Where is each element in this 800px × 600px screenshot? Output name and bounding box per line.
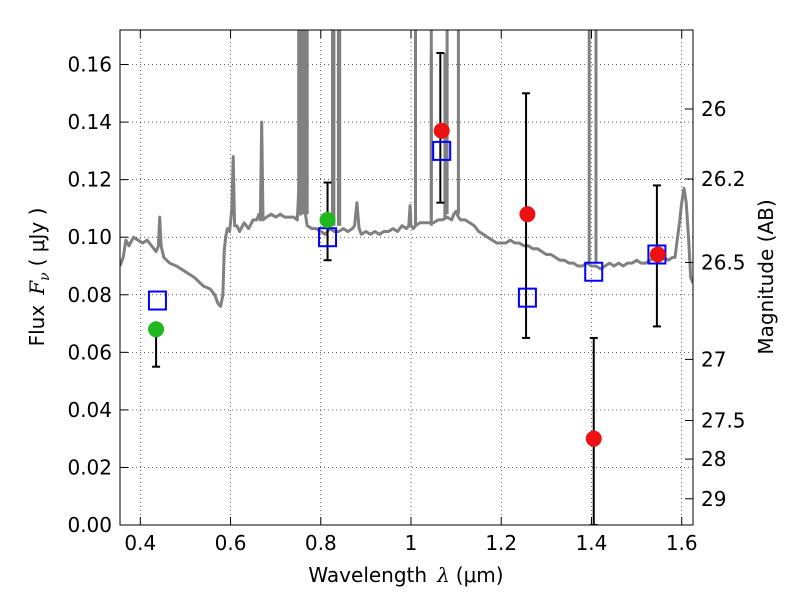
emission-line-spike xyxy=(587,30,598,264)
x-tick-label: 0.4 xyxy=(124,531,156,555)
x-axis-label: Wavelength λ (μm) xyxy=(308,563,503,587)
y2-tick-label: 27 xyxy=(701,347,726,371)
x-axis-label-symbol: λ xyxy=(436,563,450,587)
y-tick-label: 0.04 xyxy=(67,398,112,422)
y-tick-label: 0.06 xyxy=(67,340,112,364)
y-tick-label: 0.00 xyxy=(67,513,112,537)
y2-tick-label: 26 xyxy=(701,97,726,121)
y2-tick-label: 27.5 xyxy=(701,409,746,433)
y-axis-label-unit: ( μJy ) xyxy=(25,208,49,267)
x-tick-label: 1.4 xyxy=(576,531,608,555)
model-square-marker xyxy=(517,287,537,308)
y-tick-label: 0.16 xyxy=(67,53,112,77)
marker-layer xyxy=(147,122,667,447)
y2-tick-label: 28 xyxy=(701,447,726,471)
emission-line-spike xyxy=(300,30,309,215)
y2-tick-label: 29 xyxy=(701,487,726,511)
y-tick-label: 0.14 xyxy=(67,110,112,134)
x-tick-label: 0.8 xyxy=(305,531,337,555)
model-square-marker xyxy=(584,261,604,282)
y-tick-label: 0.10 xyxy=(67,225,112,249)
y2-tick-label: 26.5 xyxy=(701,251,746,275)
y-tick-label: 0.12 xyxy=(67,168,112,192)
plot-frame xyxy=(119,29,694,526)
errorbar-layer xyxy=(152,52,661,525)
y-tick-label: 0.08 xyxy=(67,283,112,307)
y-axis-label-subscript: ν xyxy=(37,272,53,281)
x-tick-label: 1.2 xyxy=(485,531,517,555)
model-square-marker xyxy=(147,290,167,311)
spectrum-layer xyxy=(120,30,693,308)
tick-layer: 0.4 0.6 0.8 1 1.2 1.4 1.6 0.00 0.02 0.04 0.06 0.08 0… xyxy=(67,30,746,555)
grid-layer xyxy=(120,30,693,526)
y2-tick-label: 26.2 xyxy=(701,167,746,191)
model-square-marker xyxy=(432,140,452,161)
photometry-circle-marker xyxy=(433,122,450,139)
y-axis-label-symbol: F xyxy=(25,280,49,296)
x-tick-label: 1.6 xyxy=(666,531,698,555)
spectrum-line xyxy=(120,77,693,308)
photometry-circle-marker xyxy=(649,246,666,263)
photometry-circle-marker xyxy=(519,206,536,223)
y-axis-label-text: Flux xyxy=(25,305,49,347)
x-tick-label: 0.6 xyxy=(215,531,247,555)
emission-line-spike xyxy=(332,30,342,226)
x-axis-label-text: Wavelength xyxy=(308,563,427,587)
x-tick-label: 1 xyxy=(405,531,418,555)
x-axis-label-unit: (μm) xyxy=(456,563,504,587)
emission-line-spike xyxy=(445,30,460,215)
model-square-marker xyxy=(318,227,338,248)
y-tick-label: 0.02 xyxy=(67,455,112,479)
photometry-circle-marker xyxy=(319,211,336,228)
photometry-circle-marker xyxy=(148,321,165,338)
photometry-circle-marker xyxy=(585,430,602,447)
y2-axis-label: Magnitude (AB) xyxy=(754,199,778,354)
y-axis-label: Flux Fν ( μJy ) xyxy=(25,208,53,347)
emission-line-spike xyxy=(414,30,433,226)
emission-line-spike xyxy=(299,30,307,215)
